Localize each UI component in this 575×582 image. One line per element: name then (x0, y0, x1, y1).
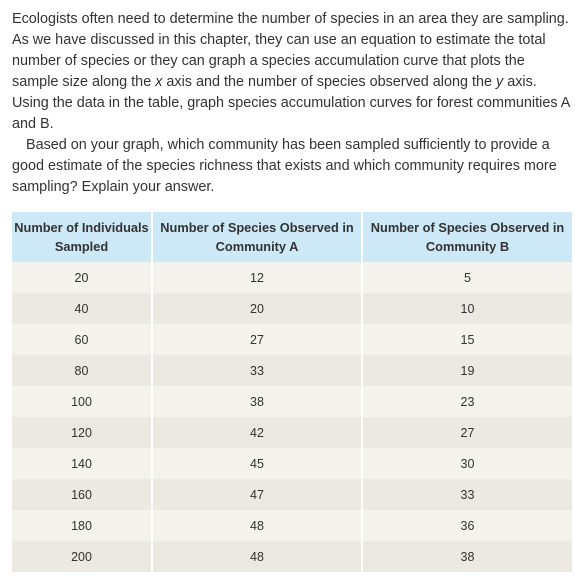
cell-individuals: 200 (12, 541, 153, 572)
cell-individuals: 40 (12, 293, 153, 324)
question-paragraph-2: Based on your graph, which community has… (12, 137, 557, 195)
x-axis-variable: x (155, 74, 163, 90)
paragraph-1-part-1: Ecologists often need to determine the n… (12, 11, 569, 90)
cell-community-b: 33 (363, 479, 572, 510)
cell-community-b: 19 (363, 355, 572, 386)
cell-individuals: 100 (12, 386, 153, 417)
table-row: 180 48 36 (12, 510, 572, 541)
cell-individuals: 180 (12, 510, 153, 541)
table-row: 40 20 10 (12, 293, 572, 324)
cell-individuals: 20 (12, 262, 153, 293)
table-row: 100 38 23 (12, 386, 572, 417)
cell-community-b: 27 (363, 417, 572, 448)
table-header-row: Number of Individuals Sampled Number of … (12, 212, 572, 262)
cell-individuals: 60 (12, 324, 153, 355)
header-species-community-b: Number of Species Observed in Community … (363, 212, 572, 262)
header-individuals-sampled: Number of Individuals Sampled (12, 212, 153, 262)
cell-community-b: 15 (363, 324, 572, 355)
cell-community-a: 42 (153, 417, 363, 448)
cell-community-a: 33 (153, 355, 363, 386)
table-row: 60 27 15 (12, 324, 572, 355)
cell-community-b: 23 (363, 386, 572, 417)
header-species-community-a: Number of Species Observed in Community … (153, 212, 363, 262)
cell-individuals: 140 (12, 448, 153, 479)
table-row: 120 42 27 (12, 417, 572, 448)
cell-community-a: 48 (153, 541, 363, 572)
table-row: 200 48 38 (12, 541, 572, 572)
cell-community-a: 45 (153, 448, 363, 479)
question-text: Ecologists often need to determine the n… (12, 9, 572, 198)
cell-individuals: 120 (12, 417, 153, 448)
cell-community-a: 12 (153, 262, 363, 293)
cell-community-b: 10 (363, 293, 572, 324)
cell-community-a: 20 (153, 293, 363, 324)
cell-community-a: 47 (153, 479, 363, 510)
cell-community-b: 38 (363, 541, 572, 572)
paragraph-1-part-3: axis. Using the data in the table, graph… (12, 74, 570, 132)
cell-community-b: 5 (363, 262, 572, 293)
table-row: 140 45 30 (12, 448, 572, 479)
cell-individuals: 80 (12, 355, 153, 386)
cell-individuals: 160 (12, 479, 153, 510)
species-data-table-wrapper: Number of Individuals Sampled Number of … (12, 212, 572, 572)
question-paragraph-1: Ecologists often need to determine the n… (12, 9, 572, 135)
cell-community-a: 48 (153, 510, 363, 541)
y-axis-variable: y (496, 74, 504, 90)
cell-community-a: 27 (153, 324, 363, 355)
table-row: 160 47 33 (12, 479, 572, 510)
cell-community-a: 38 (153, 386, 363, 417)
cell-community-b: 30 (363, 448, 572, 479)
table-row: 80 33 19 (12, 355, 572, 386)
cell-community-b: 36 (363, 510, 572, 541)
species-data-table: Number of Individuals Sampled Number of … (12, 212, 572, 572)
paragraph-1-part-2: axis and the number of species observed … (162, 74, 496, 90)
table-row: 20 12 5 (12, 262, 572, 293)
